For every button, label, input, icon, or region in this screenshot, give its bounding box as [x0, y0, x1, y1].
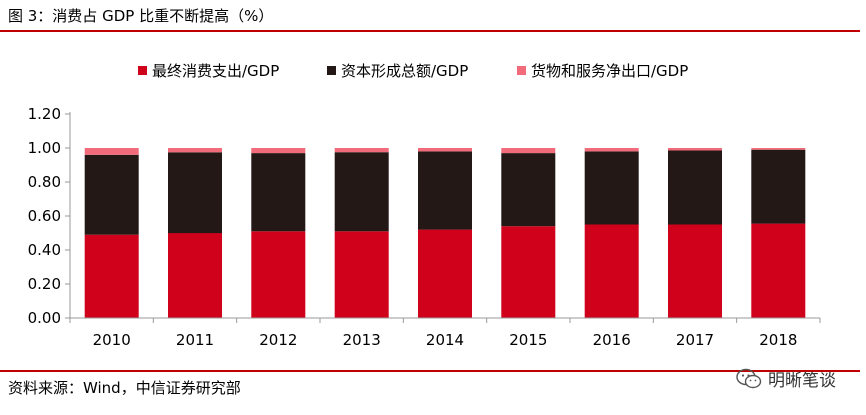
top-rule: [0, 30, 860, 32]
x-tick-label: 2014: [426, 331, 464, 349]
y-tick-label: 0.60: [28, 207, 61, 225]
bar-segment: [751, 223, 806, 318]
legend-label: 货物和服务净出口/GDP: [531, 62, 688, 80]
watermark-text: 明晰笔谈: [768, 371, 836, 391]
x-tick-label: 2018: [759, 331, 797, 349]
bar-segment: [84, 148, 139, 155]
bar-segment: [168, 233, 222, 318]
x-tick-label: 2011: [176, 331, 214, 349]
wechat-icon: [736, 368, 762, 388]
bar-segment: [334, 148, 389, 153]
bar-segment: [418, 148, 472, 152]
bar-segment: [751, 149, 806, 224]
x-tick-label: 2016: [593, 331, 631, 349]
x-axis: 2010 2011 2012 2013 2014 2015 2016 2017 2018: [69, 317, 821, 349]
y-tick-label: 0.00: [28, 309, 61, 327]
bar-segment: [251, 153, 306, 232]
bar-segment: [84, 154, 139, 235]
x-tick-label: 2012: [259, 331, 297, 349]
y-tick-label: 0.80: [28, 173, 61, 191]
bar-segment: [168, 148, 222, 153]
bar-segment: [584, 148, 639, 152]
bar-segment: [501, 153, 556, 227]
bar-segment: [334, 231, 389, 318]
bar-segment: [84, 234, 139, 318]
watermark: 明晰笔谈: [736, 366, 836, 391]
legend-label: 资本形成总额/GDP: [341, 62, 468, 80]
bar-segment: [668, 150, 722, 225]
bar-segment: [751, 148, 806, 150]
legend: 最终消费支出/GDP 资本形成总额/GDP 货物和服务净出口/GDP: [138, 62, 688, 80]
bottom-rule: [0, 370, 860, 372]
y-tick-label: 0.20: [28, 275, 61, 293]
stacked-bar-chart: 最终消费支出/GDP 资本形成总额/GDP 货物和服务净出口/GDP 0.00 0.2…: [28, 62, 821, 349]
bar-segment: [584, 151, 639, 225]
y-tick-label: 0.40: [28, 241, 61, 259]
y-axis: 0.00 0.20 0.40 0.60 0.80 1.00 1.20: [28, 105, 71, 327]
bar-segment: [584, 224, 639, 318]
bar-segment: [334, 152, 389, 232]
chart-title: 图 3：消费占 GDP 比重不断提高（%）: [8, 7, 274, 25]
y-tick-label: 1.00: [28, 139, 61, 157]
bar-segment: [168, 152, 222, 234]
source-note: 资料来源：Wind，中信证券研究部: [8, 379, 241, 397]
y-tick-label: 1.20: [28, 105, 61, 123]
bar-segment: [418, 151, 472, 230]
legend-swatch: [138, 66, 147, 75]
legend-swatch: [517, 66, 526, 75]
x-tick-label: 2010: [93, 331, 131, 349]
bar-segment: [501, 148, 556, 154]
bar-segment: [668, 148, 722, 151]
bar-segment: [251, 231, 306, 318]
legend-label: 最终消费支出/GDP: [152, 62, 279, 80]
x-tick-label: 2017: [676, 331, 714, 349]
legend-swatch: [327, 66, 336, 75]
bars: [84, 148, 806, 318]
bar-segment: [418, 229, 472, 318]
x-tick-label: 2013: [343, 331, 381, 349]
bar-segment: [251, 148, 306, 154]
bar-segment: [668, 224, 722, 318]
x-tick-label: 2015: [509, 331, 547, 349]
bar-segment: [501, 226, 556, 318]
